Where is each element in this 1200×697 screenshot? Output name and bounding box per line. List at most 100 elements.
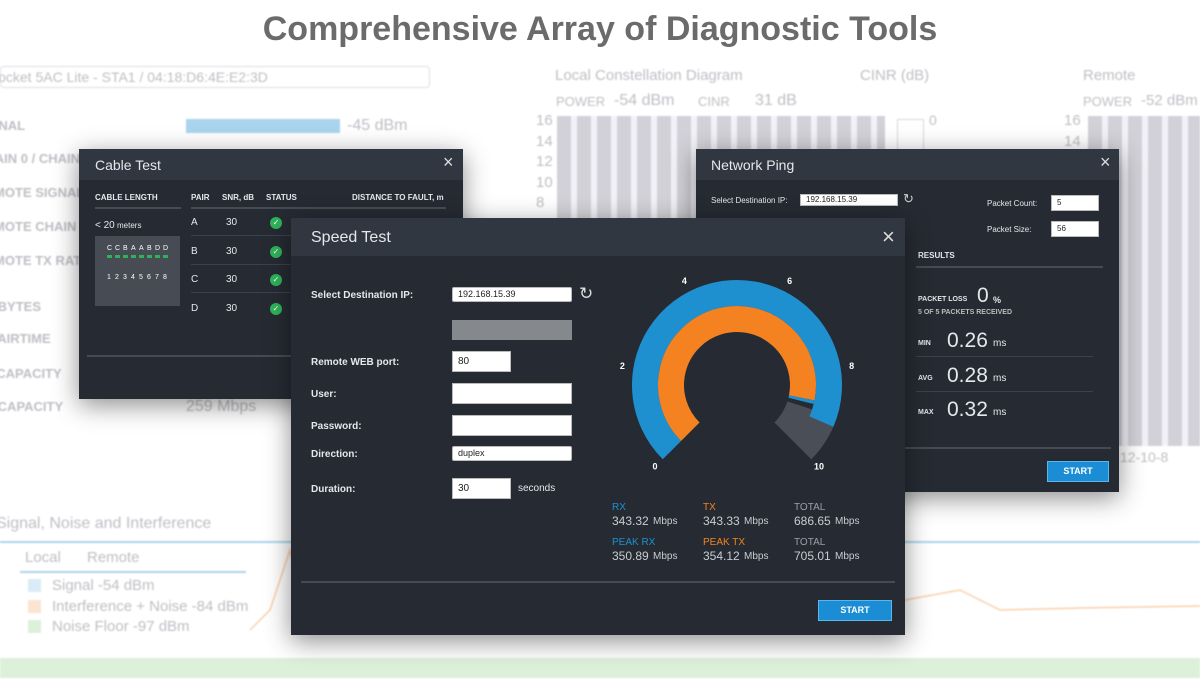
gauge-tick-label: 4 <box>682 276 687 286</box>
legend-entry: Signal -54 dBm <box>52 577 155 594</box>
tab: Local <box>25 549 61 566</box>
pin-number: 5 <box>139 274 143 281</box>
legend-swatch <box>28 599 41 613</box>
row-label: CHAIN 0 / CHAIN 1 <box>0 151 91 166</box>
direction-select[interactable]: duplex <box>452 446 572 461</box>
remote-power-label: POWER <box>1083 94 1133 109</box>
pin-label: D <box>155 245 161 252</box>
signal-bar <box>186 119 340 133</box>
pin-label: C <box>115 245 121 252</box>
page-title: Comprehensive Array of Diagnostic Tools <box>262 10 938 48</box>
pin-label: B <box>123 245 128 252</box>
signal-value: -45 dBm <box>347 117 408 134</box>
y-tick-label: 14 <box>536 132 553 150</box>
stat-unit: ms <box>993 407 1007 418</box>
pin-number: 1 <box>107 274 111 281</box>
stat-label: PEAK TX <box>703 537 746 548</box>
duration-input[interactable]: 30 <box>452 478 511 499</box>
pin-wire <box>115 255 120 258</box>
row-label: SIGNAL <box>0 118 26 133</box>
stat-label: MIN <box>918 340 931 347</box>
dest-label: Select Destination IP: <box>311 290 414 301</box>
stat-label: TOTAL <box>794 502 826 513</box>
cinr-value: 31 dB <box>755 92 797 109</box>
legend-entry: Interference + Noise -84 dBm <box>52 597 249 615</box>
pin-label: B <box>147 245 152 252</box>
stat-value: 0.26 <box>947 329 988 352</box>
pin-label: A <box>131 245 136 252</box>
stat-unit: Mbps <box>835 516 860 527</box>
pin-wire <box>155 255 160 258</box>
pair: D <box>191 302 199 314</box>
dest-select[interactable]: 192.168.15.39 <box>800 194 898 206</box>
pin-wire <box>147 255 152 258</box>
count-input[interactable]: 5 <box>1051 195 1099 211</box>
pin-number: 4 <box>131 274 135 281</box>
stat-label: MAX <box>918 409 934 416</box>
stat-value: 705.01 <box>794 549 831 563</box>
loss-unit: % <box>993 295 1002 305</box>
status-ok: ✓ <box>270 245 282 258</box>
power-value: -54 dBm <box>614 92 675 109</box>
divider <box>87 355 455 357</box>
divider <box>301 581 895 583</box>
stat-unit: ms <box>993 338 1007 349</box>
cable-length-unit: meters <box>117 221 142 230</box>
constellation-title: Local Constellation Diagram <box>555 67 743 84</box>
refresh-icon[interactable]: ↻ <box>579 284 594 303</box>
cinr-title: CINR (dB) <box>860 67 930 84</box>
stat-value: 350.89 <box>612 549 649 563</box>
stat-value: 0.28 <box>947 363 988 387</box>
count-label: Packet Count: <box>987 199 1038 208</box>
loss-value: 0 <box>977 284 989 307</box>
remote-title: Remote <box>1083 67 1136 84</box>
header-underline <box>191 207 446 209</box>
legend-swatch <box>28 620 41 633</box>
port-input[interactable]: 80 <box>452 351 511 372</box>
dest-select[interactable]: 192.168.15.39 <box>452 287 572 302</box>
gauge-tick-label: 0 <box>652 461 657 471</box>
direction-label: Direction: <box>311 449 358 460</box>
row-divider <box>916 390 1093 392</box>
password-input[interactable] <box>452 415 572 436</box>
port-label: Remote WEB port: <box>311 357 400 368</box>
user-input[interactable] <box>452 383 572 404</box>
stat-value: 354.12 <box>703 549 740 563</box>
snr: 30 <box>226 302 238 314</box>
size-label: Packet Size: <box>987 225 1032 234</box>
stat-unit: Mbps <box>653 516 678 527</box>
gauge: 0 2 4 6 8 10 <box>620 276 854 471</box>
size-input[interactable]: 56 <box>1051 221 1099 237</box>
close-button[interactable]: × <box>882 224 895 249</box>
noise-floor-band <box>0 658 1200 678</box>
cinr-label: CINR <box>698 94 730 109</box>
start-button[interactable]: START <box>1047 461 1109 482</box>
interference-line <box>249 547 1200 631</box>
snr: 30 <box>226 217 238 228</box>
status-ok: ✓ <box>270 302 282 315</box>
gauge-tick-label: 2 <box>620 361 625 371</box>
password-label: Password: <box>311 421 362 432</box>
sni-title: Signal, Noise and Interference <box>0 515 212 532</box>
stat-value: 0.32 <box>947 398 988 421</box>
stat-value: 343.32 <box>612 514 649 528</box>
close-button[interactable]: × <box>443 152 454 172</box>
pin-number: 6 <box>147 274 151 281</box>
dest-label: Select Destination IP: <box>711 196 788 205</box>
y-tick-label: 12 <box>536 153 553 170</box>
remote-power-value: -52 dBm <box>1141 92 1198 109</box>
row-label: RX BYTES <box>0 299 42 314</box>
pin-wire <box>131 255 136 258</box>
pin-number: 8 <box>163 274 167 281</box>
capacity-value: 259 Mbps <box>186 398 257 415</box>
y-tick-label: 16 <box>536 112 553 129</box>
received: 5 OF 5 PACKETS RECEIVED <box>918 309 1013 316</box>
legend-entry: Noise Floor -97 dBm <box>52 618 190 635</box>
row-label: REMOTE TX RATE <box>0 253 90 268</box>
close-button[interactable]: × <box>1100 152 1111 172</box>
column-header: DISTANCE TO FAULT, m <box>352 193 444 202</box>
start-button[interactable]: START <box>818 600 892 621</box>
refresh-icon[interactable]: ↻ <box>903 191 914 206</box>
stat-label: AVG <box>918 374 933 382</box>
